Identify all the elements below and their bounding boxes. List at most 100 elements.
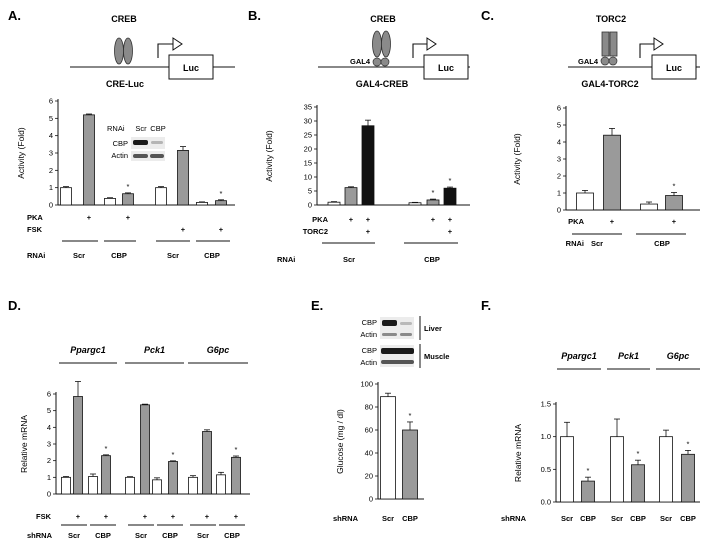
bar [659, 436, 673, 503]
group-label: CBP [402, 514, 418, 523]
chart-a: 0 1 2 3 4 5 6 Activity (Fold) * * [16, 97, 235, 210]
y-tick-label: 0 [308, 201, 312, 210]
bar [610, 436, 624, 503]
group-label: CBP [204, 251, 220, 260]
luc-reporter-box [651, 54, 697, 80]
condition-plus: + [448, 227, 453, 236]
bar [603, 134, 621, 211]
gal4-domain-icon [608, 56, 618, 66]
significance-star: * [432, 188, 435, 197]
significance-star: * [127, 182, 130, 191]
y-tick-label: 0 [369, 495, 373, 504]
group-label: CBP [224, 531, 240, 540]
blot-band [133, 140, 148, 145]
y-tick-label: 80 [365, 403, 373, 412]
condition-row-label: PKA [312, 215, 328, 224]
bar [155, 187, 167, 206]
bar [125, 476, 135, 495]
chart-c: 0 1 2 3 4 5 6 Activity (Fold) * [512, 104, 700, 215]
bar [576, 192, 594, 211]
blot-a-row-actin: Actin [111, 151, 128, 160]
y-tick-label: 25 [304, 131, 312, 140]
bar [631, 464, 645, 503]
schematic-c-reporter: Luc [666, 63, 682, 73]
condition-plus: + [610, 217, 615, 226]
panel-letter-d: D. [8, 298, 21, 313]
bar [665, 195, 683, 211]
group-label: Scr [660, 514, 672, 523]
y-tick-label: 15 [304, 159, 312, 168]
shrna-label: shRNA [501, 514, 527, 523]
bar [215, 200, 227, 206]
bar [140, 404, 150, 495]
transcription-arrow-icon [639, 43, 657, 58]
shrna-label: shRNA [333, 514, 359, 523]
y-tick-label: 60 [365, 426, 373, 435]
group-label: CBP [424, 255, 440, 264]
gene-label: Pck1 [618, 351, 639, 361]
bar [104, 198, 116, 206]
significance-star: * [587, 466, 590, 475]
group-label: Scr [167, 251, 179, 260]
luc-reporter-box [168, 54, 214, 80]
creb-dimer-icon [381, 30, 391, 58]
group-label: Scr [343, 255, 355, 264]
bar [402, 429, 418, 500]
bar [380, 396, 396, 500]
bar [640, 203, 658, 211]
schematic-c-construct: GAL4-TORC2 [581, 79, 638, 89]
bar [361, 125, 375, 206]
y-tick-label: 100 [360, 380, 373, 389]
panel-letter-c: C. [481, 8, 494, 23]
y-tick-label: 4 [557, 138, 561, 147]
gene-label: G6pc [207, 345, 230, 355]
conditions-b: PKA TORC2 + + + + + + RNAi Scr CBP [277, 215, 458, 264]
condition-row-label: PKA [27, 213, 43, 222]
y-tick-label: 5 [308, 187, 312, 196]
y-tick-label: 6 [49, 97, 53, 106]
gal4-domain-icon [380, 57, 390, 67]
condition-plus: + [76, 512, 81, 521]
condition-plus: + [366, 227, 371, 236]
bar [560, 436, 574, 503]
y-tick-label: 4 [49, 131, 53, 140]
y-tick-label: 1.5 [541, 400, 551, 409]
blot-band [151, 141, 163, 144]
creb-dimer-icon [114, 37, 124, 65]
significance-star: * [235, 445, 238, 454]
schematic-c-domain: GAL4 [578, 57, 599, 66]
significance-star: * [637, 449, 640, 458]
blot-band [150, 154, 164, 158]
group-label: Scr [382, 514, 394, 523]
blot-e-muscle-row-actin: Actin [360, 358, 377, 367]
schematic-b-construct: GAL4-CREB [356, 79, 409, 89]
rnai-label: RNAi [566, 239, 584, 248]
schematic-b: CREB GAL4 Luc GAL4-CREB [318, 14, 470, 89]
panel-letter-a: A. [8, 8, 21, 23]
y-tick-label: 1 [47, 473, 51, 482]
bar [188, 476, 198, 495]
condition-plus: + [205, 512, 210, 521]
gene-label: Pck1 [144, 345, 165, 355]
conditions-f: shRNA Scr CBP Scr CBP Scr CBP [501, 514, 696, 523]
transcription-arrow-icon [157, 43, 176, 58]
bar [202, 431, 212, 495]
bar [344, 187, 358, 206]
y-tick-label: 0.0 [541, 498, 551, 507]
conditions-d: FSK + + + + + + shRNA Scr CBP Scr CBP Sc… [27, 512, 245, 540]
bar [196, 201, 208, 206]
conditions-a: PKA FSK + + + + RNAi Scr CBP Scr CBP [27, 213, 230, 260]
group-label: Scr [611, 514, 623, 523]
schematic-c: TORC2 GAL4 Luc GAL4-TORC2 [568, 14, 700, 89]
gene-label: G6pc [667, 351, 690, 361]
blot-a-lane-cbp: CBP [150, 124, 165, 133]
bar [101, 455, 111, 495]
group-label: CBP [580, 514, 596, 523]
conditions-e: shRNA Scr CBP [333, 514, 418, 523]
blot-a-header: RNAi [107, 124, 125, 133]
panel-letter-f: F. [481, 298, 491, 313]
condition-row-label: FSK [27, 225, 43, 234]
schematic-a-protein: CREB [111, 14, 137, 24]
bar [408, 202, 422, 206]
significance-star: * [673, 181, 676, 190]
